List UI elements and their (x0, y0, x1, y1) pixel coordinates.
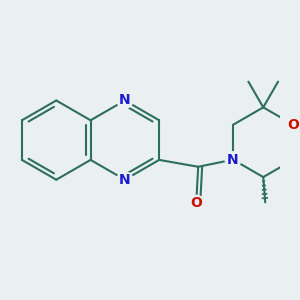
Text: O: O (287, 118, 299, 132)
Text: N: N (119, 94, 131, 107)
Circle shape (117, 93, 133, 108)
Circle shape (225, 152, 241, 168)
Circle shape (188, 195, 204, 211)
Circle shape (286, 117, 300, 133)
Text: N: N (119, 173, 131, 187)
Circle shape (117, 172, 133, 188)
Text: N: N (227, 153, 239, 167)
Text: O: O (190, 196, 202, 210)
